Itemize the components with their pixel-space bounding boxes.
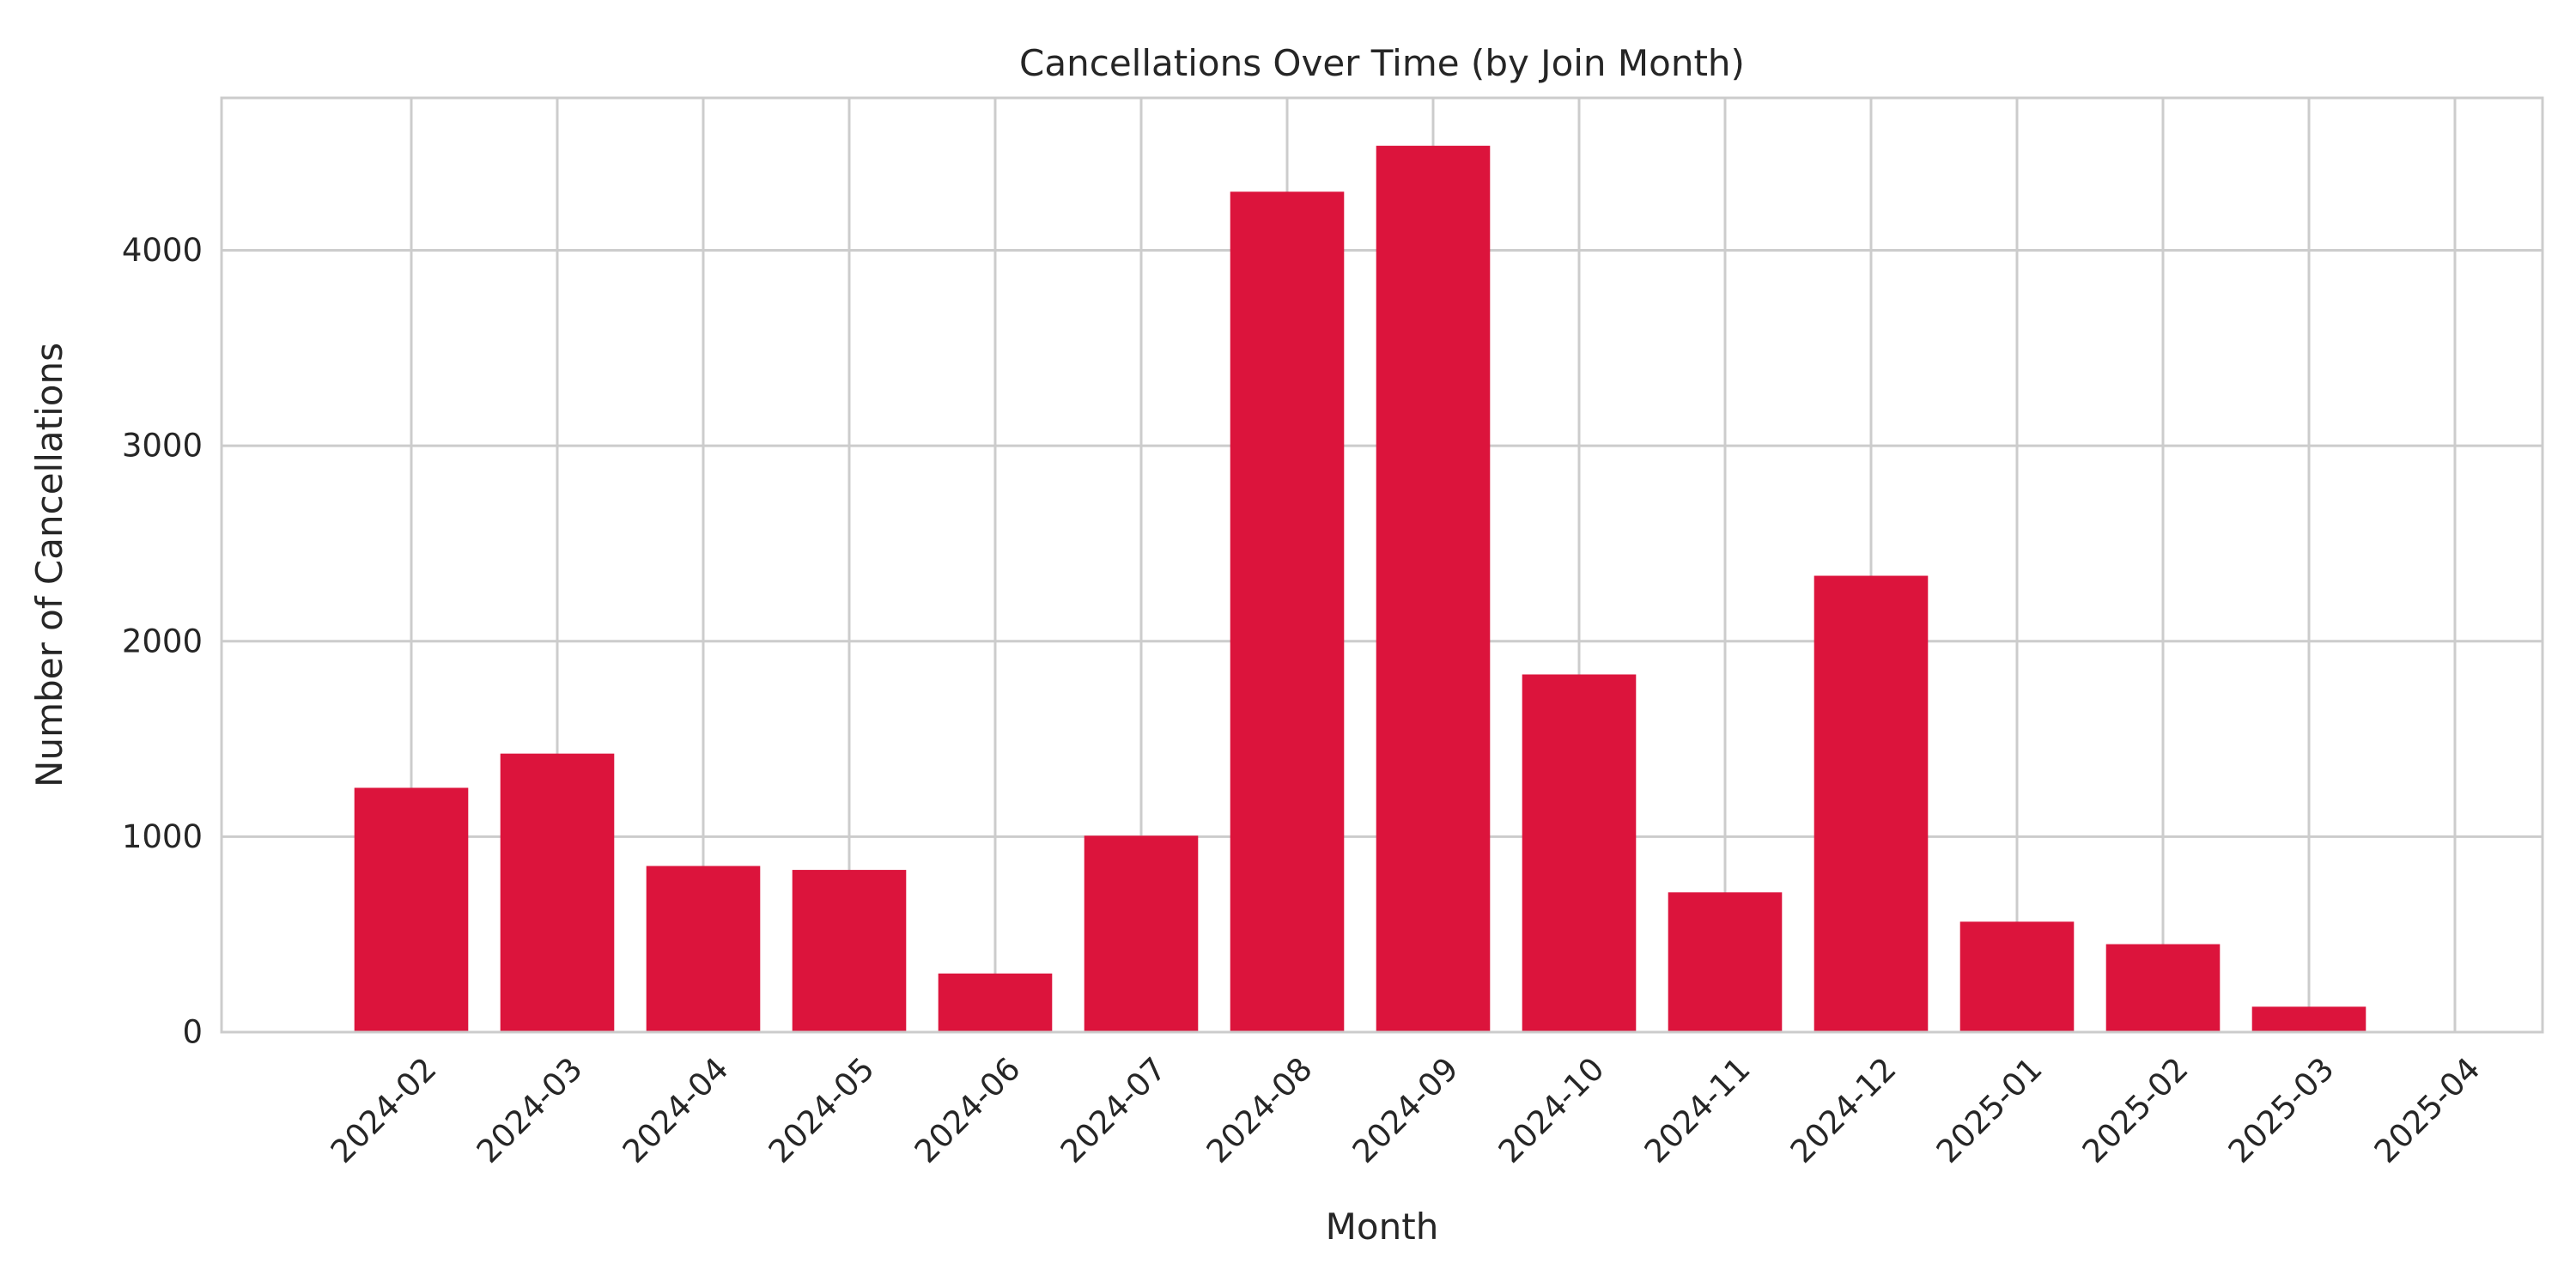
y-tick-label: 4000: [122, 232, 203, 269]
bar: [1230, 191, 1345, 1032]
bar: [938, 973, 1053, 1032]
x-tick-label: 2024-06: [908, 1050, 1028, 1170]
bar: [646, 866, 761, 1032]
bar: [2251, 1006, 2366, 1032]
y-tick-label: 1000: [122, 818, 203, 855]
axes-frame: [220, 96, 2544, 1034]
y-tick-label: 0: [182, 1014, 203, 1051]
bar: [1522, 674, 1637, 1032]
bar: [500, 753, 615, 1032]
x-tick-label: 2024-09: [1346, 1050, 1466, 1170]
bar: [1084, 835, 1199, 1032]
bar: [1668, 892, 1783, 1032]
y-tick-label: 2000: [122, 623, 203, 659]
bar: [1959, 921, 2075, 1032]
x-tick-label: 2025-01: [1929, 1050, 2050, 1170]
x-axis-label: Month: [1326, 1206, 1439, 1248]
bars-layer: [354, 145, 2512, 1033]
x-tick-label: 2024-05: [762, 1050, 882, 1170]
x-tick-label: 2025-03: [2221, 1050, 2342, 1170]
bar: [1376, 145, 1491, 1033]
bar: [1814, 575, 1929, 1032]
x-tick-label: 2025-02: [2075, 1050, 2196, 1170]
y-tick-label: 3000: [122, 428, 203, 465]
x-tick-label: 2024-12: [1783, 1050, 1904, 1170]
x-tick-label: 2024-07: [1054, 1050, 1174, 1170]
x-tick-label: 2024-08: [1200, 1050, 1320, 1170]
x-tick-label: 2024-02: [324, 1050, 444, 1170]
x-tick-label: 2024-04: [616, 1050, 736, 1170]
bar: [2105, 944, 2221, 1032]
x-tick-label: 2024-10: [1492, 1050, 1612, 1170]
x-tick-label: 2024-11: [1637, 1050, 1758, 1170]
x-tick-label: 2025-04: [2367, 1050, 2488, 1170]
bar: [354, 787, 469, 1032]
x-tick-label: 2024-03: [470, 1050, 590, 1170]
chart-title: Cancellations Over Time (by Join Month): [1019, 42, 1745, 84]
bar: [792, 870, 907, 1032]
y-axis-label: Number of Cancellations: [28, 343, 70, 787]
